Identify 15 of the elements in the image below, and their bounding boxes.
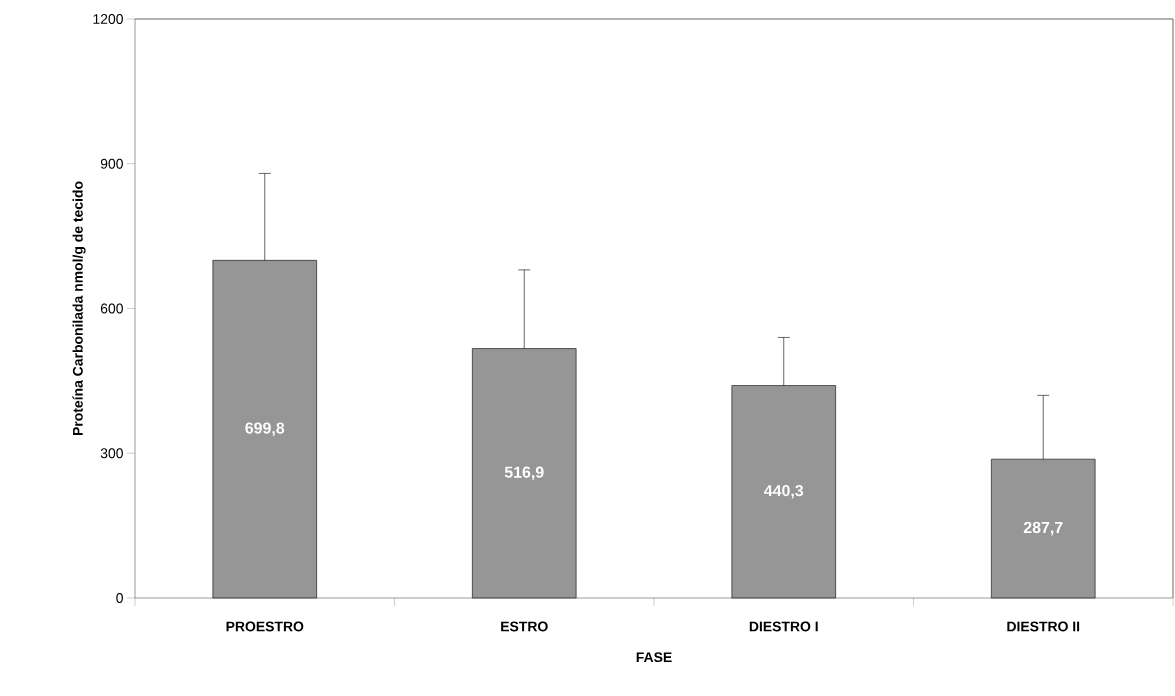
x-tick-label: PROESTRO [226, 621, 304, 632]
y-tick-label: 0 [116, 593, 123, 603]
data-label: 516,9 [504, 466, 544, 481]
data-label: 440,3 [764, 484, 804, 499]
data-label: 699,8 [245, 422, 285, 436]
x-tick-label: ESTRO [501, 621, 548, 632]
x-tick-label: DIESTRO I [749, 621, 818, 632]
y-tick-label: 300 [100, 448, 123, 459]
y-tick-label: 600 [100, 303, 123, 314]
x-tick-label: DIESTRO II [1007, 621, 1080, 632]
y-axis-title: Proteína Carbonilada nmol/g de tecido [72, 181, 86, 436]
y-tick-label: 900 [100, 158, 123, 169]
y-tick-label: 1200 [93, 14, 123, 24]
x-axis-title: FASE [636, 652, 672, 663]
data-label: 287,7 [1023, 521, 1063, 536]
